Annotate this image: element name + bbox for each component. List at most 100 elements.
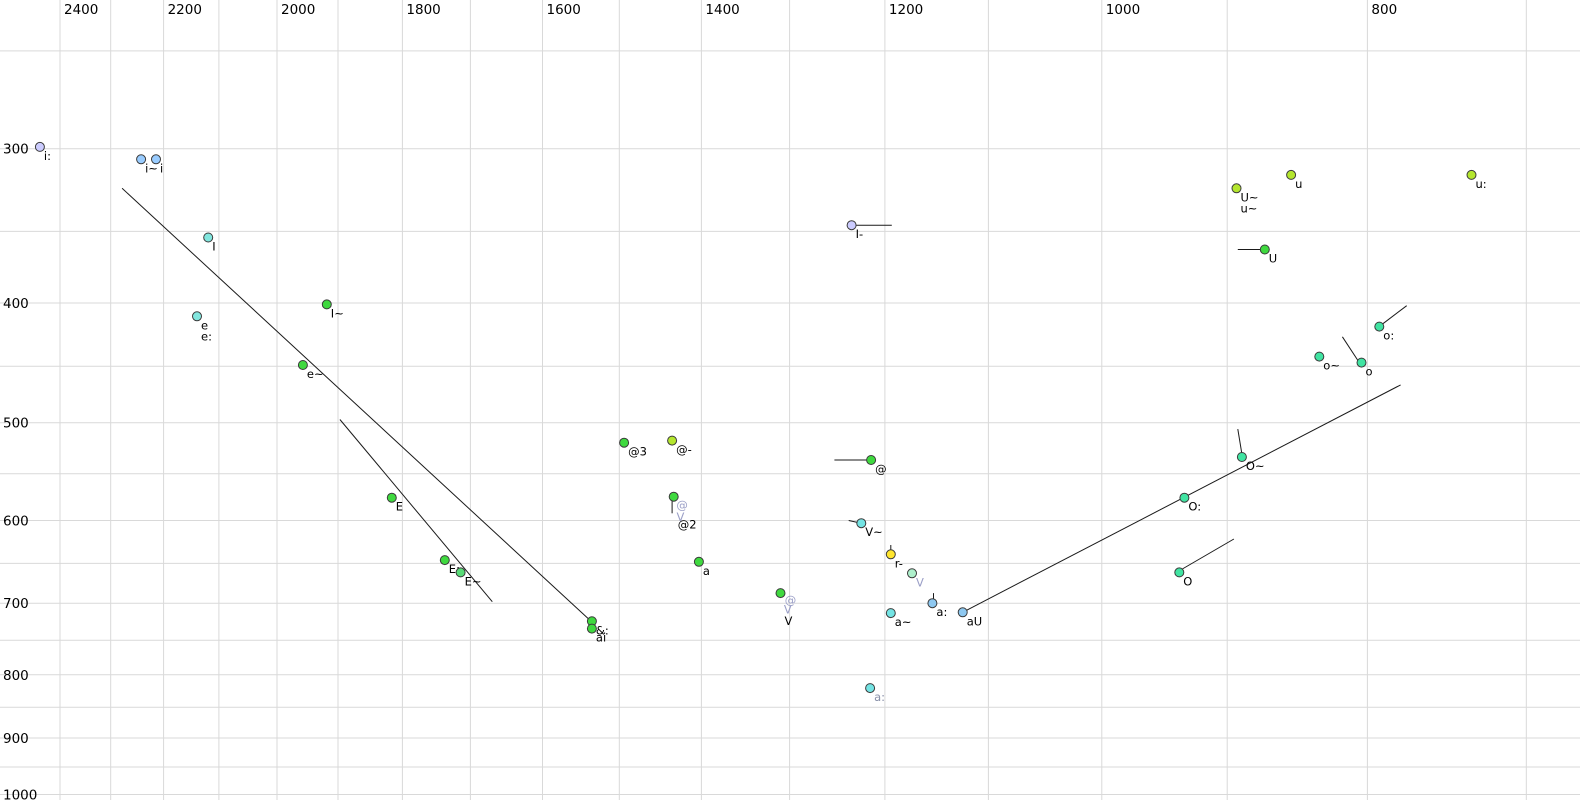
x-tick-label: 2200: [168, 2, 202, 18]
vowel-point[interactable]: [846, 220, 857, 231]
ghost-vowel-label: @: [676, 498, 688, 512]
vowel-label: i~: [145, 161, 158, 175]
ghost-vowel-label: V: [784, 602, 792, 616]
x-tick-label: 1600: [547, 2, 581, 18]
vowel-point[interactable]: [856, 518, 867, 529]
vowel-point[interactable]: [1236, 452, 1247, 462]
vowel-label: o:: [1383, 329, 1394, 343]
vowel-point[interactable]: [907, 568, 917, 579]
vowel-point[interactable]: [927, 598, 938, 609]
x-tick-label: 1800: [406, 2, 440, 18]
vowel-label: u:: [1476, 177, 1487, 191]
vowel-point[interactable]: [1374, 321, 1385, 332]
vowel-label: V: [916, 575, 924, 589]
vowel-point[interactable]: [865, 683, 876, 694]
vowel-label: V~: [865, 525, 883, 539]
vowel-point[interactable]: [136, 154, 147, 165]
y-axis-tick-labels: 300 400 500 600 700 800 900 1000: [3, 142, 37, 800]
vowel-point[interactable]: [866, 455, 877, 465]
vowel-label: a:: [936, 605, 947, 619]
vowel-label: V: [785, 614, 793, 628]
vowel-point[interactable]: [455, 567, 466, 578]
vowel-label: a:: [874, 690, 885, 704]
direction-tick: [1380, 305, 1408, 326]
vowel-label: E~: [465, 574, 482, 588]
vowel-point[interactable]: [885, 608, 896, 619]
vowel-label: i: [160, 161, 163, 175]
ghost-vowel-label: @: [785, 593, 797, 607]
vowel-point[interactable]: [1259, 244, 1270, 255]
y-tick-label: 300: [3, 142, 29, 158]
vowel-label: o: [1366, 365, 1373, 379]
vowel-point[interactable]: [1231, 183, 1242, 194]
y-tick-label: 900: [3, 731, 29, 747]
vowel-label: @: [875, 462, 887, 476]
direction-tick: [1341, 336, 1359, 362]
y-tick-label: 600: [3, 514, 29, 530]
vowel-point[interactable]: [192, 311, 202, 322]
vowel-point[interactable]: [151, 154, 161, 165]
direction-tick: [1237, 429, 1243, 455]
vowel-label: aU: [967, 614, 982, 628]
vowel-point[interactable]: [668, 491, 679, 502]
ghost-vowel-labels: @V@V: [676, 498, 796, 616]
vowel-point[interactable]: [885, 549, 896, 560]
vowel-label: U~: [1241, 190, 1259, 204]
vowel-point[interactable]: [693, 556, 704, 567]
vowel-label: I~: [331, 306, 344, 320]
x-tick-label: 2000: [281, 2, 315, 18]
vowel-label: @3: [628, 445, 647, 459]
vowel-point[interactable]: [957, 607, 968, 618]
x-axis-tick-labels: 2400 2200 2000 1800 1600 1400 1200 1000 800: [64, 2, 1397, 18]
vowel-point[interactable]: [586, 623, 597, 634]
vowel-label: E:: [449, 562, 460, 576]
vowel-label: U: [1269, 252, 1277, 266]
y-tick-label: 500: [3, 416, 29, 432]
vowel-label: e~: [307, 367, 324, 381]
vowel-label: E: [396, 500, 403, 514]
vowel-point[interactable]: [1174, 567, 1185, 578]
trajectory-line: [339, 419, 493, 603]
y-tick-label: 400: [3, 296, 29, 312]
vowel-point[interactable]: [203, 232, 214, 243]
vowel-point[interactable]: [34, 141, 45, 152]
vowel-label: O: [1183, 574, 1192, 588]
y-tick-label: 800: [3, 668, 29, 684]
vowel-point[interactable]: [321, 299, 332, 310]
vowel-point[interactable]: [386, 492, 397, 503]
vowel-point[interactable]: [1466, 169, 1477, 180]
vowel-point[interactable]: [619, 437, 630, 448]
x-tick-label: 2400: [64, 2, 98, 18]
x-tick-label: 1400: [705, 2, 739, 18]
vowel-point[interactable]: [439, 555, 450, 566]
vowel-point[interactable]: [775, 588, 786, 599]
vowel-label: i:: [44, 149, 51, 163]
vowel-point[interactable]: [297, 360, 308, 370]
vowel-point[interactable]: [1179, 492, 1190, 503]
vowel-label: a~: [895, 615, 912, 629]
y-tick-label: 1000: [3, 788, 37, 800]
vowel-point[interactable]: [1314, 351, 1325, 362]
y-tick-label: 700: [3, 596, 29, 612]
vowel-point[interactable]: [667, 435, 678, 446]
ghost-vowel-label: V: [676, 510, 684, 524]
vowel-label: I-: [856, 227, 864, 241]
vowel-label: e:: [201, 329, 212, 343]
vowel-point[interactable]: [1356, 357, 1367, 368]
vowel-label: r-: [895, 556, 903, 570]
vowel-point[interactable]: [1286, 169, 1297, 180]
vowel-label: O~: [1246, 459, 1265, 473]
vowel-label: O:: [1188, 500, 1201, 514]
trajectory-line: [121, 187, 593, 623]
x-tick-label: 1000: [1106, 2, 1140, 18]
vowel-label: @-: [676, 443, 692, 457]
vowel-label: e: [201, 318, 208, 332]
vowel-label: o~: [1323, 359, 1340, 373]
x-tick-label: 800: [1371, 2, 1397, 18]
vowel-label: @2: [678, 518, 697, 532]
trajectory-lines: [121, 187, 1401, 623]
